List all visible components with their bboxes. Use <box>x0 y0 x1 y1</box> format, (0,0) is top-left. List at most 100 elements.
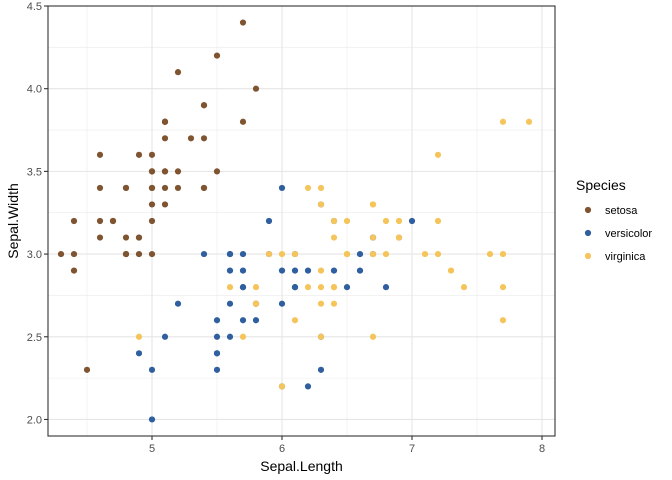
point-setosa <box>161 201 169 208</box>
point-versicolor <box>265 217 273 225</box>
point-setosa <box>122 184 130 192</box>
point-versicolor <box>382 284 390 291</box>
point-virginica <box>317 267 325 274</box>
x-tick-label: 7 <box>409 443 415 455</box>
point-setosa <box>96 217 104 225</box>
point-versicolor <box>291 267 299 274</box>
point-virginica <box>499 284 507 291</box>
point-virginica <box>330 234 338 241</box>
point-setosa <box>135 250 143 258</box>
point-versicolor <box>239 317 247 324</box>
legend-label-setosa: setosa <box>605 205 638 217</box>
point-virginica <box>265 250 273 258</box>
legend-label-virginica: virginica <box>605 251 646 263</box>
point-setosa <box>70 250 78 258</box>
point-versicolor <box>304 267 312 274</box>
point-versicolor <box>239 284 247 291</box>
point-virginica <box>317 284 325 291</box>
y-tick-label: 3.5 <box>27 166 42 178</box>
point-versicolor <box>200 250 208 258</box>
point-setosa <box>96 184 104 192</box>
point-versicolor <box>213 317 221 324</box>
point-virginica <box>369 234 377 241</box>
point-setosa <box>148 250 156 258</box>
point-virginica <box>499 118 507 125</box>
y-tick-label: 2.0 <box>27 414 42 426</box>
point-virginica <box>382 217 390 225</box>
point-virginica <box>330 300 338 307</box>
legend-key-setosa <box>584 206 592 214</box>
point-setosa <box>70 217 78 225</box>
point-virginica <box>304 184 312 192</box>
x-axis-title: Sepal.Length <box>260 458 343 474</box>
point-virginica <box>369 333 377 340</box>
point-virginica <box>278 383 286 390</box>
point-versicolor <box>278 267 286 274</box>
point-virginica <box>343 217 351 225</box>
point-virginica <box>434 250 442 258</box>
x-tick-label: 5 <box>149 443 155 455</box>
point-versicolor <box>343 284 351 291</box>
y-tick-label: 3.0 <box>27 249 42 261</box>
point-virginica <box>525 118 533 125</box>
y-tick-label: 4.0 <box>27 84 42 96</box>
point-virginica <box>317 333 325 340</box>
point-versicolor <box>226 267 234 274</box>
point-virginica <box>447 267 455 274</box>
point-setosa <box>239 118 247 125</box>
point-virginica <box>395 234 403 241</box>
point-virginica <box>252 284 260 291</box>
point-setosa <box>148 217 156 225</box>
point-virginica <box>317 201 325 208</box>
point-setosa <box>109 217 117 225</box>
point-versicolor <box>356 267 364 274</box>
point-virginica <box>343 250 351 258</box>
point-setosa <box>161 184 169 192</box>
point-virginica <box>252 300 260 307</box>
point-versicolor <box>239 250 247 258</box>
point-virginica <box>460 284 468 291</box>
point-versicolor <box>226 333 234 340</box>
point-versicolor <box>408 217 416 225</box>
point-setosa <box>96 234 104 241</box>
x-tick-label: 8 <box>539 443 545 455</box>
legend-label-versicolor: versicolor <box>605 228 652 240</box>
legend-title: Species <box>576 177 626 193</box>
point-virginica <box>421 250 429 258</box>
point-virginica <box>369 250 377 258</box>
point-versicolor <box>213 350 221 357</box>
point-versicolor <box>135 350 143 357</box>
point-versicolor <box>278 300 286 307</box>
data-points <box>57 19 533 423</box>
point-virginica <box>330 217 338 225</box>
point-setosa <box>213 52 221 59</box>
point-versicolor <box>239 267 247 274</box>
x-tick-label: 6 <box>279 443 285 455</box>
point-virginica <box>499 250 507 258</box>
point-virginica <box>291 250 299 258</box>
point-setosa <box>135 234 143 241</box>
point-virginica <box>239 333 247 340</box>
legend-key-versicolor <box>584 229 592 237</box>
legend-key-virginica <box>584 252 592 260</box>
point-virginica <box>135 333 143 340</box>
point-virginica <box>382 250 390 258</box>
point-setosa <box>200 184 208 192</box>
point-virginica <box>291 317 299 324</box>
point-setosa <box>135 151 143 158</box>
point-virginica <box>304 284 312 291</box>
plot-panel-border <box>47 5 556 437</box>
point-setosa <box>148 151 156 158</box>
point-setosa <box>187 135 195 142</box>
point-versicolor <box>213 333 221 340</box>
point-virginica <box>486 250 494 258</box>
y-axis-title: Sepal.Width <box>5 183 21 258</box>
point-virginica <box>434 151 442 158</box>
point-setosa <box>252 85 260 92</box>
point-versicolor <box>278 184 286 192</box>
point-versicolor <box>252 317 260 324</box>
point-versicolor <box>304 383 312 390</box>
point-setosa <box>161 118 169 125</box>
point-setosa <box>174 184 182 192</box>
